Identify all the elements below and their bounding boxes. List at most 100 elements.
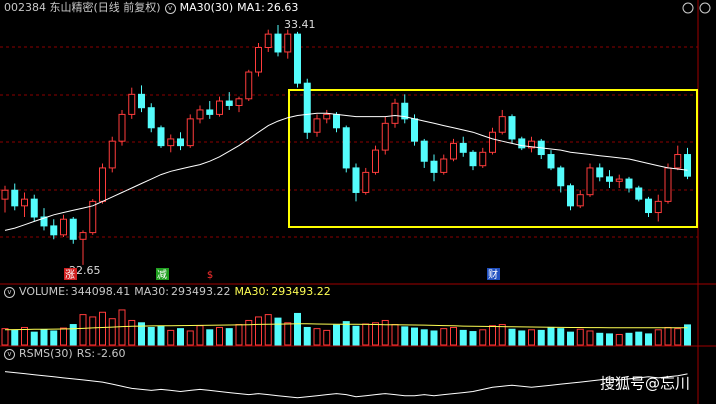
volume-bar <box>625 332 633 346</box>
volume-bar <box>333 324 340 346</box>
candle-body <box>30 198 38 218</box>
candle-body <box>411 118 418 142</box>
candle-body <box>420 140 428 162</box>
candle-body <box>450 142 457 160</box>
ma-line <box>4 112 688 231</box>
candle-body <box>576 194 584 207</box>
candle-body <box>206 109 214 115</box>
icon[interactable] <box>682 2 694 14</box>
volume-bar <box>50 330 58 346</box>
candle-body <box>401 102 409 120</box>
ma1-name: MA1: <box>237 1 265 14</box>
volume-bar <box>401 326 409 346</box>
icon[interactable]: v <box>4 286 15 298</box>
volume-ma-name: MA30: <box>234 285 270 298</box>
volume-bar <box>606 333 613 346</box>
icon[interactable]: v <box>4 348 15 360</box>
candle-body <box>177 138 184 147</box>
high-label: 33.41 <box>284 18 316 31</box>
top-icons <box>682 2 711 14</box>
volume-bar <box>284 322 292 346</box>
volume-bar <box>440 328 448 346</box>
volume-bar <box>528 329 535 346</box>
volume-bar <box>469 331 477 346</box>
ma-name: MA30(30) <box>179 1 234 14</box>
candle-body <box>60 218 67 236</box>
volume-bar <box>372 322 379 346</box>
candle-body <box>674 154 682 169</box>
candle-body <box>235 98 243 106</box>
volume-bar <box>225 328 233 346</box>
volume-bar <box>362 323 370 346</box>
candle-body <box>157 127 165 147</box>
candle-body <box>294 33 301 84</box>
candle-body <box>21 198 28 207</box>
ma1-value: 26.63 <box>266 1 299 14</box>
volume-bar <box>89 316 97 346</box>
candle-body <box>508 116 516 140</box>
candle-body <box>430 160 438 173</box>
candle-body <box>167 138 175 147</box>
candle-body <box>186 118 194 147</box>
volume-bar <box>518 330 526 346</box>
volume-bar <box>118 309 126 346</box>
volume-bar <box>615 333 623 346</box>
candle-body <box>684 154 691 177</box>
volume-bar <box>450 326 457 346</box>
volume-name: VOLUME: <box>19 285 69 298</box>
volume-bar <box>30 331 38 346</box>
candle-body <box>342 127 350 169</box>
candle-body <box>118 113 126 142</box>
highlight-box <box>288 89 698 228</box>
volume-bar <box>235 324 243 346</box>
volume-bar <box>147 326 155 346</box>
event-marker: $ <box>207 270 213 281</box>
volume-bar <box>567 331 574 346</box>
candle-body <box>586 167 594 196</box>
candle-body <box>1 189 9 200</box>
volume-bar <box>596 332 604 346</box>
volume-bar <box>40 329 48 346</box>
volume-bar <box>303 326 311 346</box>
volume-bar <box>352 325 360 346</box>
candle-body <box>79 232 87 240</box>
candle-body <box>352 167 360 193</box>
volume-bar <box>313 328 321 346</box>
volume-bar <box>206 329 214 346</box>
main-header: 002384 东山精密(日线 前复权) v MA30(30) MA1: 26.63 <box>4 1 302 14</box>
volume-bar <box>674 328 682 346</box>
candle-body <box>547 154 555 169</box>
candle-body <box>196 109 204 120</box>
volume-bar <box>557 328 565 346</box>
candle-body <box>284 33 292 53</box>
candle-body <box>635 187 643 200</box>
candle-body <box>625 178 633 189</box>
event-marker-box <box>156 268 169 280</box>
candle-body <box>664 167 672 202</box>
volume-bar <box>430 330 438 346</box>
candle-body <box>459 142 467 153</box>
volume-bar <box>420 329 428 346</box>
event-marker: 财 <box>488 268 498 281</box>
icon[interactable]: v <box>164 2 176 14</box>
volume-bar <box>498 324 506 346</box>
candle-body <box>89 200 97 234</box>
volume-bar <box>294 312 301 346</box>
candle-body <box>108 140 116 169</box>
candle-body <box>557 167 565 187</box>
candle-body <box>138 93 145 109</box>
rs-line <box>4 371 688 399</box>
candle-body <box>255 47 262 73</box>
candle-body <box>567 185 574 207</box>
volume-bar <box>186 330 194 346</box>
volume-bar <box>664 326 672 346</box>
candle-body <box>323 113 331 120</box>
volume-bar <box>586 330 594 346</box>
volume-bar <box>69 324 77 346</box>
icon[interactable] <box>699 2 711 14</box>
rs-value: -2.60 <box>97 347 126 360</box>
candle-body <box>372 149 379 173</box>
candle-body <box>216 100 223 115</box>
volume-bar <box>654 329 662 346</box>
